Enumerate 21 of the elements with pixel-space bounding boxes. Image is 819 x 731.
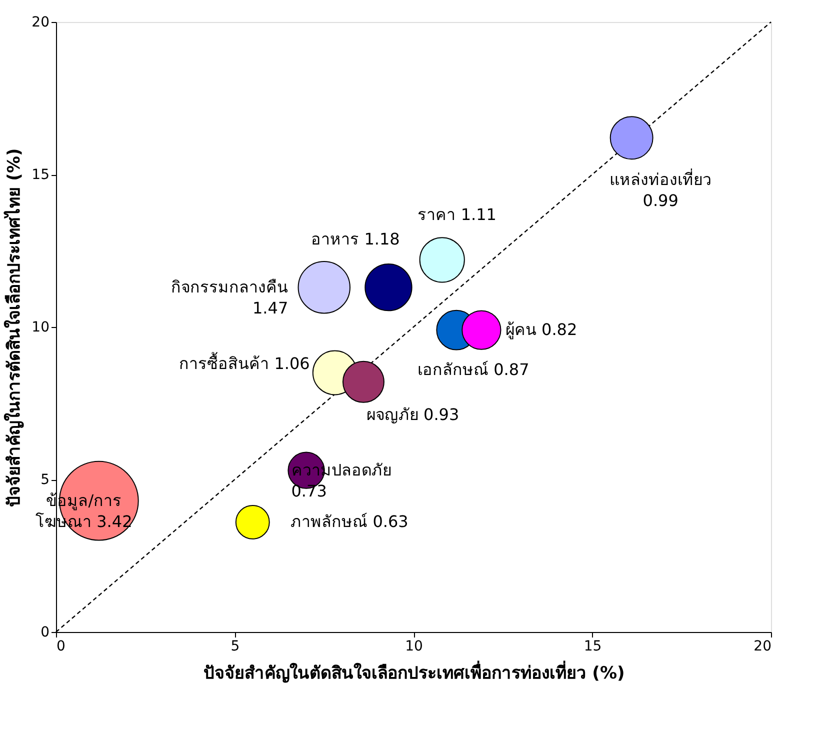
annotation: ภาพลักษณ์ 0.63 xyxy=(290,512,408,532)
annotation: เอกลักษณ์ 0.87 xyxy=(418,360,530,380)
annotation: แหล่งท่องเที่ยว 0.99 xyxy=(610,168,712,210)
x-axis-title: ปัจจัยสำคัญในตัดสินใจเลือกประเทศเพื่อการท่องเที่ยว (%) xyxy=(203,660,625,684)
annotation: ผู้คน 0.82 xyxy=(505,320,578,340)
annotation: ผจญภัย 0.93 xyxy=(366,404,460,424)
x-tick-label: 20 xyxy=(754,638,772,654)
annotation: การซื้อสินค้า 1.06 xyxy=(179,352,310,373)
y-tick-label: 15 xyxy=(32,167,50,183)
y-tick-label: 20 xyxy=(32,14,50,30)
x-tick-label: 10 xyxy=(405,638,423,654)
annotation: อาหาร 1.18 xyxy=(311,229,400,248)
y-tick-label: 0 xyxy=(40,624,50,640)
x-tick-label: 15 xyxy=(584,638,602,654)
x-tick-label: 5 xyxy=(230,638,240,654)
y-tick-label: 5 xyxy=(40,472,50,488)
x-tick-label: 0 xyxy=(56,638,66,654)
annotation: ราคา 1.11 xyxy=(418,204,496,224)
annotation: กิจกรรมกลางคืน 1.47 xyxy=(171,277,288,318)
y-tick-label: 10 xyxy=(32,320,50,336)
y-axis-title: ปัจจัยสำคัญในการตัดสินใจเลือกประเทศไทย (%) xyxy=(4,148,25,507)
